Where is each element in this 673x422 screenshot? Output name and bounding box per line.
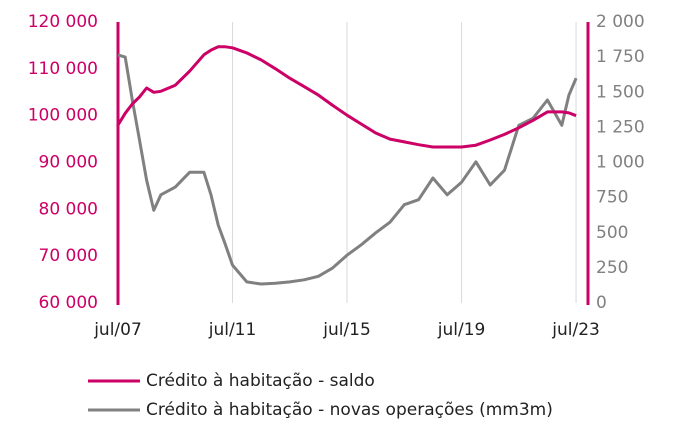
y-tick-label: 90 000 [39, 153, 98, 173]
y2-tick-label: 1 250 [596, 117, 645, 137]
y2-tick-label: 1 000 [596, 153, 645, 173]
legend-label: Crédito à habitação - saldo [146, 371, 375, 391]
y2-tick-label: 250 [596, 258, 628, 278]
series-line [117, 53, 578, 286]
y-tick-label: 120 000 [28, 12, 98, 32]
x-tick-label: jul/19 [437, 320, 486, 340]
series-line [116, 45, 577, 149]
y2-tick-label: 750 [596, 188, 628, 208]
x-tick-label: jul/07 [93, 320, 142, 340]
y-tick-label: 100 000 [28, 106, 98, 126]
y2-tick-label: 2 000 [596, 12, 645, 32]
y-tick-label: 60 000 [39, 293, 98, 313]
y2-tick-label: 500 [596, 223, 628, 243]
y-tick-label: 80 000 [39, 199, 98, 219]
legend-label: Crédito à habitação - novas operações (m… [146, 400, 553, 420]
x-tick-label: jul/15 [322, 320, 371, 340]
y2-tick-label: 1 500 [596, 82, 645, 102]
y2-tick-label: 1 750 [596, 47, 645, 67]
y-tick-label: 110 000 [28, 59, 98, 79]
x-tick-label: jul/23 [551, 320, 600, 340]
y2-tick-label: 0 [596, 293, 607, 313]
x-tick-label: jul/11 [208, 320, 257, 340]
y-tick-label: 70 000 [39, 246, 98, 266]
